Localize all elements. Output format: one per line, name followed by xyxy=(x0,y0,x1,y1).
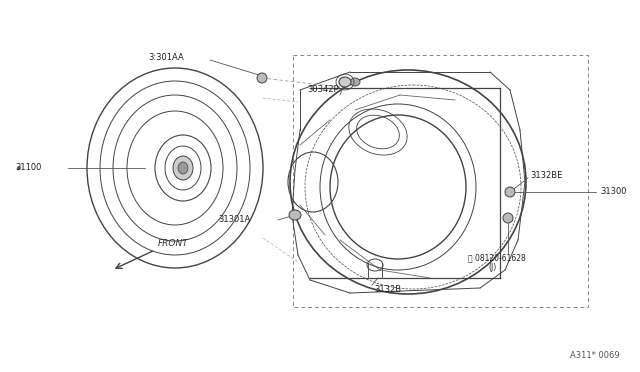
Ellipse shape xyxy=(289,210,301,220)
Ellipse shape xyxy=(505,187,515,197)
Text: 3:301AA: 3:301AA xyxy=(148,54,184,62)
Ellipse shape xyxy=(350,78,360,86)
Ellipse shape xyxy=(257,73,267,83)
Ellipse shape xyxy=(178,162,188,174)
Text: A311* 0069: A311* 0069 xyxy=(570,350,620,359)
Text: 3132B: 3132B xyxy=(374,285,401,295)
Text: (J): (J) xyxy=(488,263,496,273)
Text: FRONT: FRONT xyxy=(158,239,189,248)
Bar xyxy=(293,55,588,307)
Text: Ⓑ 08120-61628: Ⓑ 08120-61628 xyxy=(468,253,525,263)
Text: 31100: 31100 xyxy=(15,164,42,173)
Text: 31300: 31300 xyxy=(600,187,627,196)
Text: 31301A: 31301A xyxy=(218,215,250,224)
Text: 3132BE: 3132BE xyxy=(530,170,563,180)
Text: 30342P: 30342P xyxy=(307,86,339,94)
Ellipse shape xyxy=(503,213,513,223)
Ellipse shape xyxy=(339,77,351,87)
Ellipse shape xyxy=(173,156,193,180)
